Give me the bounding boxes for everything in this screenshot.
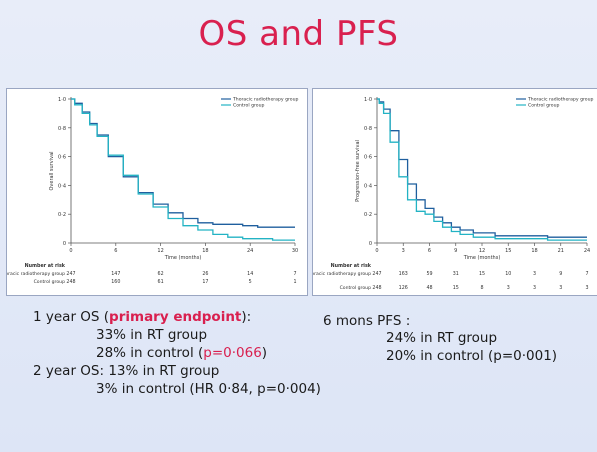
os-p-value: p=0·066 (203, 345, 262, 361)
pfs-x-tick-label: 15 (505, 248, 511, 254)
pfs-risk-row-label: Thoracic radiotherapy group (313, 271, 371, 277)
pfs-heading: 6 mons PFS : (323, 313, 411, 329)
pfs-x-tick-label: 21 (558, 248, 564, 254)
os-chart: 0 0·2 0·4 0·6 0·8 1·0 0 6 12 18 24 30 Time (months) O… (0, 97, 298, 285)
pfs-x-tick-label: 24 (584, 248, 590, 254)
os-y-tick-label: 0·4 (58, 183, 66, 189)
os-y-tick-label: 0·8 (58, 126, 66, 132)
os-x-tick-label: 24 (247, 248, 253, 254)
os-risk-value: 7 (293, 271, 296, 277)
pfs-x-axis-label: Time (months) (463, 255, 501, 261)
pfs-x-tick-label: 3 (402, 248, 405, 254)
pfs-y-tick-label: 0·4 (364, 183, 372, 189)
pfs-chart-panel: 0 0·2 0·4 0·6 0·8 1·0 0 3 6 9 12 15 18 21 24 Time (mont… (305, 88, 597, 296)
pfs-control-line: 20% in control (p=0·001) (386, 348, 558, 364)
pfs-risk-value: 31 (453, 271, 459, 277)
os-x-tick-label: 12 (157, 248, 163, 254)
pfs-risk-value: 247 (372, 271, 381, 277)
pfs-x-tick-label: 18 (531, 248, 537, 254)
os-legend-label-rt: Thoracic radiotherapy group (232, 97, 298, 103)
os-x-tick-label: 0 (69, 248, 72, 254)
os-x-axis-label: Time (months) (164, 255, 202, 261)
os2-heading: 2 year OS: 13% in RT group (33, 363, 220, 379)
os-risk-value: 5 (249, 279, 252, 285)
os-risk-value: 26 (202, 271, 208, 277)
pfs-chart: 0 0·2 0·4 0·6 0·8 1·0 0 3 6 9 12 15 18 21 24 Time (mont… (305, 97, 594, 291)
pfs-risk-value: 7 (585, 271, 588, 277)
pfs-legend-label-rt: Thoracic radiotherapy group (527, 97, 593, 103)
slide-title: OS and PFS (198, 14, 399, 54)
pfs-risk-value: 3 (585, 285, 588, 291)
os-risk-row-label: Thoracic radiotherapy group (7, 271, 65, 277)
pfs-rt-line: 24% in RT group (386, 330, 498, 346)
os-risk-value: 247 (66, 271, 75, 277)
pfs-risk-value: 3 (533, 285, 536, 291)
os-y-axis-label: Overall survival (49, 151, 55, 190)
os-x-tick-label: 18 (202, 248, 208, 254)
os-risk-value: 147 (111, 271, 120, 277)
pfs-y-tick-label: 0·8 (364, 126, 372, 132)
pfs-risk-value: 126 (399, 285, 408, 291)
os-control-post: ) (261, 345, 268, 361)
pfs-x-tick-label: 0 (375, 248, 378, 254)
os-risk-value: 14 (247, 271, 253, 277)
pfs-risk-value: 59 (426, 271, 432, 277)
os-control-curve (71, 98, 295, 241)
os-y-tick-label: 0·2 (58, 212, 66, 218)
os-legend-label-control: Control group (233, 103, 264, 109)
pfs-risk-value: 3 (533, 271, 536, 277)
pfs-y-tick-label: 0·6 (364, 155, 372, 161)
os-risk-header: Number at risk (25, 263, 66, 269)
pfs-risk-header: Number at risk (331, 263, 372, 269)
os-risk-value: 62 (158, 271, 164, 277)
pfs-y-tick-label: 0·2 (364, 212, 372, 218)
pfs-x-tick-label: 9 (454, 248, 457, 254)
os-risk-value: 1 (293, 279, 296, 285)
pfs-risk-value: 3 (559, 285, 562, 291)
os-heading-pre: 1 year OS ( (33, 309, 110, 325)
pfs-risk-value: 15 (453, 285, 459, 291)
os-risk-value: 17 (202, 279, 208, 285)
os-risk-value: 61 (158, 279, 164, 285)
os-control-pre: 28% in control ( (96, 345, 204, 361)
os-risk-value: 248 (66, 279, 75, 285)
pfs-risk-row-label: Control group (340, 285, 371, 291)
os-y-tick-label: 0·6 (58, 155, 66, 161)
primary-endpoint-label: primary endpoint (109, 309, 242, 325)
pfs-risk-value: 15 (479, 271, 485, 277)
os2-control-line: 3% in control (HR 0·84, p=0·004) (96, 381, 321, 397)
os-risk-row-label: Control group (34, 279, 65, 285)
os-rt-line: 33% in RT group (96, 327, 208, 343)
os-y-tick-label: 1·0 (58, 97, 66, 103)
pfs-x-tick-label: 6 (428, 248, 431, 254)
os-control-line: 28% in control (p=0·066) (96, 345, 267, 361)
os-heading: 1 year OS (primary endpoint): (33, 309, 251, 325)
pfs-risk-value: 48 (426, 285, 432, 291)
pfs-risk-value: 9 (559, 271, 562, 277)
pfs-legend-label-control: Control group (528, 103, 559, 109)
pfs-risk-value: 248 (372, 285, 381, 291)
pfs-risk-value: 10 (505, 271, 511, 277)
pfs-x-tick-label: 12 (479, 248, 485, 254)
os-x-tick-label: 30 (292, 248, 298, 254)
pfs-risk-value: 163 (399, 271, 408, 277)
pfs-risk-value: 3 (507, 285, 510, 291)
os-risk-value: 160 (111, 279, 120, 285)
pfs-control-curve (377, 98, 587, 241)
pfs-risk-value: 8 (480, 285, 483, 291)
pfs-y-axis-label: Progression-free survival (355, 140, 361, 202)
os-y-tick-label: 0 (63, 241, 66, 247)
pfs-y-tick-label: 1·0 (364, 97, 372, 103)
os-heading-post: ): (241, 309, 252, 325)
pfs-y-tick-label: 0 (369, 241, 372, 247)
os-chart-panel: 0 0·2 0·4 0·6 0·8 1·0 0 6 12 18 24 30 Time (months) O… (0, 88, 308, 296)
os-x-tick-label: 6 (114, 248, 117, 254)
